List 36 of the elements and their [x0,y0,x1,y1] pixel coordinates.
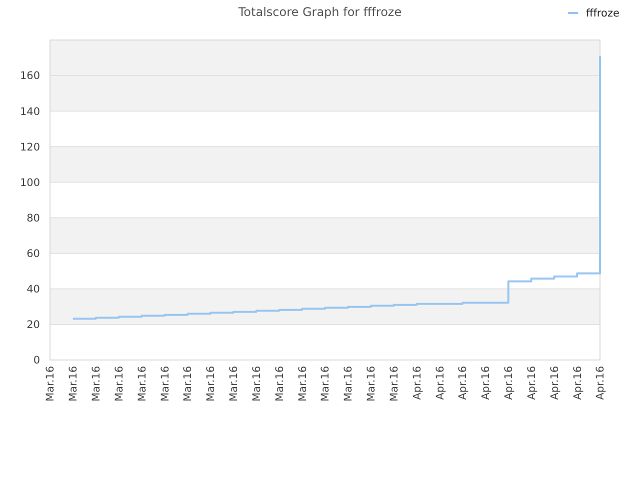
x-tick-label: Mar.16 [296,366,309,402]
x-tick-label: Apr.16 [434,366,446,400]
x-tick-label: Mar.16 [182,366,194,402]
y-tick-label: 60 [26,248,40,260]
x-tick-label: Mar.16 [228,366,240,402]
y-tick-label: 40 [26,284,40,296]
x-tick-label: Apr.16 [572,366,584,400]
x-tick-label: Mar.16 [388,366,400,402]
x-tick-label: Apr.16 [457,366,470,400]
x-tick-label: Mar.16 [274,366,286,402]
legend-label: fffroze [586,8,620,20]
y-tick-label: 100 [20,176,40,189]
x-tick-label: Mar.16 [68,366,80,402]
x-tick-label: Mar.16 [136,366,148,402]
x-tick-label: Mar.16 [159,366,172,402]
x-tick-label: Mar.16 [205,366,218,402]
y-tick-label: 20 [26,319,40,332]
x-tick-label: Apr.16 [526,366,538,400]
x-tick-label: Apr.16 [411,366,424,400]
y-tick-label: 0 [33,354,40,367]
x-tick-label: Apr.16 [594,366,607,400]
x-tick-label: Mar.16 [366,366,378,402]
chart-title: Totalscore Graph for fffroze [237,5,402,19]
x-tick-label: Apr.16 [548,366,561,400]
x-tick-label: Apr.16 [480,366,492,400]
x-tick-label: Mar.16 [113,366,126,402]
y-tick-label: 140 [20,106,40,118]
y-tick-label: 160 [20,70,40,82]
x-tick-label: Mar.16 [320,366,332,402]
x-tick-label: Apr.16 [503,366,516,400]
y-tick-label: 80 [26,212,40,224]
y-tick-label: 120 [20,141,40,154]
x-tick-label: Mar.16 [90,366,103,402]
x-tick-label: Mar.16 [250,366,263,402]
x-tick-label: Mar.16 [342,366,355,402]
x-tick-label: Mar.16 [44,366,57,402]
